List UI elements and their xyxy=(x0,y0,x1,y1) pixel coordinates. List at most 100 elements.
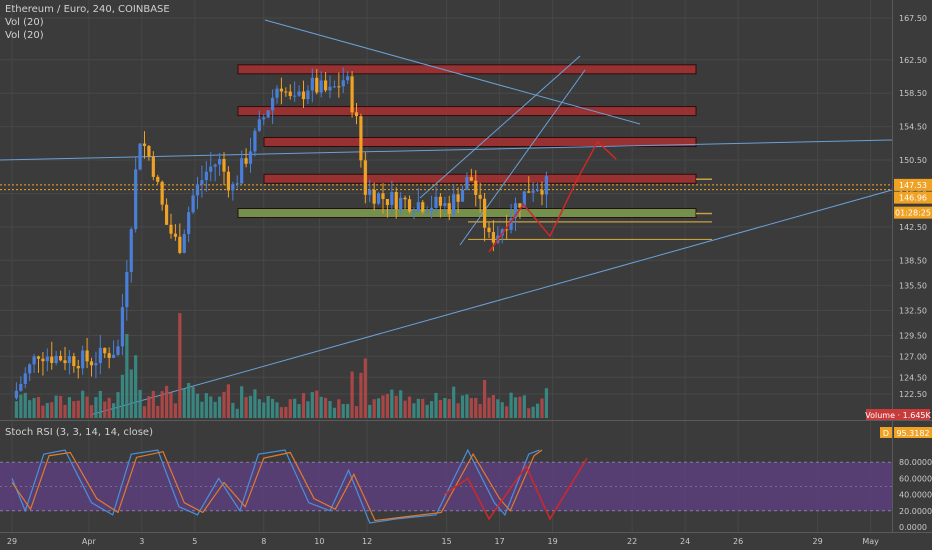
volume-bar xyxy=(178,313,182,418)
candle-body xyxy=(354,112,359,117)
volume-bar xyxy=(231,402,235,418)
trend-lines[interactable] xyxy=(0,19,893,416)
candle-body xyxy=(297,91,301,96)
volume-bar xyxy=(257,399,261,418)
candle-body xyxy=(407,199,412,212)
volume-bar xyxy=(156,405,160,418)
price-tick-label: 138.50 xyxy=(899,256,927,265)
candle-body xyxy=(301,91,306,100)
time-tick-label: 19 xyxy=(548,537,558,546)
volume-bar xyxy=(279,407,284,418)
candle-body xyxy=(204,171,208,181)
stoch-tick-label: 40.0000 xyxy=(899,491,932,500)
candle-body xyxy=(399,197,403,210)
volume-bar xyxy=(125,334,129,418)
candle-body xyxy=(63,360,67,364)
time-tick-label: 5 xyxy=(192,537,197,546)
candle-body xyxy=(142,143,147,146)
price-tick-label: 150.50 xyxy=(899,156,927,165)
volume-bar xyxy=(54,395,58,418)
volume-bar xyxy=(240,386,244,418)
volume-bar xyxy=(429,401,434,418)
time-tick-label: 26 xyxy=(733,537,743,546)
candle-body xyxy=(279,88,284,92)
volume-bar xyxy=(443,397,447,418)
candle-body xyxy=(164,204,169,225)
countdown-badge-bg xyxy=(894,206,932,219)
volume-bar xyxy=(332,407,337,418)
stoch-rsi-lines xyxy=(11,448,588,524)
volume-bar xyxy=(535,403,540,418)
volume-bar xyxy=(452,386,456,418)
volume-bar xyxy=(253,389,257,418)
volume-bar xyxy=(63,404,67,418)
candle-body xyxy=(107,353,111,358)
volume-bar xyxy=(297,404,301,418)
volume-bar xyxy=(328,400,332,418)
candle-body xyxy=(505,229,509,231)
volume-bar xyxy=(363,358,367,418)
price-badges: 147.53 146.96 01:28:25 Volume · 1.645K D 95.3… xyxy=(865,178,932,438)
volume-indicator-1[interactable]: Vol (20) xyxy=(5,17,44,28)
volume-bar xyxy=(469,398,473,418)
time-tick-label: 29 xyxy=(813,537,823,546)
candle-body xyxy=(240,158,244,184)
grid-lines xyxy=(0,0,932,533)
candle-body xyxy=(416,202,420,212)
candle-body xyxy=(310,77,314,91)
stoch-tick-label: 20.0000 xyxy=(899,507,932,516)
candle-body xyxy=(337,86,341,88)
volume-bar xyxy=(173,403,178,418)
candle-body xyxy=(169,224,173,234)
candle-body xyxy=(262,117,266,120)
candle-body xyxy=(368,189,372,195)
candle-body xyxy=(120,307,125,347)
volume-indicator-2[interactable]: Vol (20) xyxy=(5,30,44,41)
time-tick-label: 22 xyxy=(627,537,637,546)
volume-bar xyxy=(368,404,372,418)
channel-line xyxy=(419,55,581,199)
candle-body xyxy=(540,190,544,195)
time-tick-label: 24 xyxy=(680,537,690,546)
volume-bar xyxy=(354,406,359,418)
candle-body xyxy=(527,191,531,193)
volume-bar xyxy=(138,389,142,418)
volume-bar xyxy=(81,390,85,418)
volume-bar xyxy=(41,405,45,418)
volume-bar xyxy=(522,395,526,418)
candle-body xyxy=(85,350,89,362)
volume-bar xyxy=(209,396,213,418)
candle-body xyxy=(469,177,473,181)
candle-body xyxy=(178,236,182,253)
volume-bar xyxy=(438,399,443,418)
stoch-rsi-label[interactable]: Stoch RSI (3, 3, 14, 14, close) xyxy=(5,427,153,438)
volume-bar xyxy=(474,397,478,418)
candle-body xyxy=(222,158,226,172)
volume-bar xyxy=(169,392,173,418)
price-tick-label: 122.50 xyxy=(899,390,927,399)
candle-body xyxy=(425,211,429,213)
volume-bar xyxy=(270,398,275,418)
volume-bar xyxy=(293,398,297,418)
price-tick-label: 135.50 xyxy=(899,281,927,290)
price-projection[interactable] xyxy=(488,140,617,253)
candle-body xyxy=(231,184,235,191)
volume-bar xyxy=(531,406,535,418)
resistance-support-zones[interactable] xyxy=(237,64,712,241)
stoch-flag-bg xyxy=(880,427,892,438)
volume-bar xyxy=(385,393,390,418)
candle-body xyxy=(253,130,257,152)
zone-box xyxy=(237,106,697,117)
zone-box xyxy=(263,173,697,184)
candle-body xyxy=(266,110,270,118)
volume-bar xyxy=(381,395,385,418)
zone-box xyxy=(263,136,697,147)
volume-bar xyxy=(142,406,147,418)
candle-body xyxy=(509,218,513,230)
volume-bar xyxy=(248,395,253,418)
stoch-background xyxy=(0,461,892,512)
volume-bar xyxy=(129,369,133,418)
candle-body xyxy=(390,192,394,206)
